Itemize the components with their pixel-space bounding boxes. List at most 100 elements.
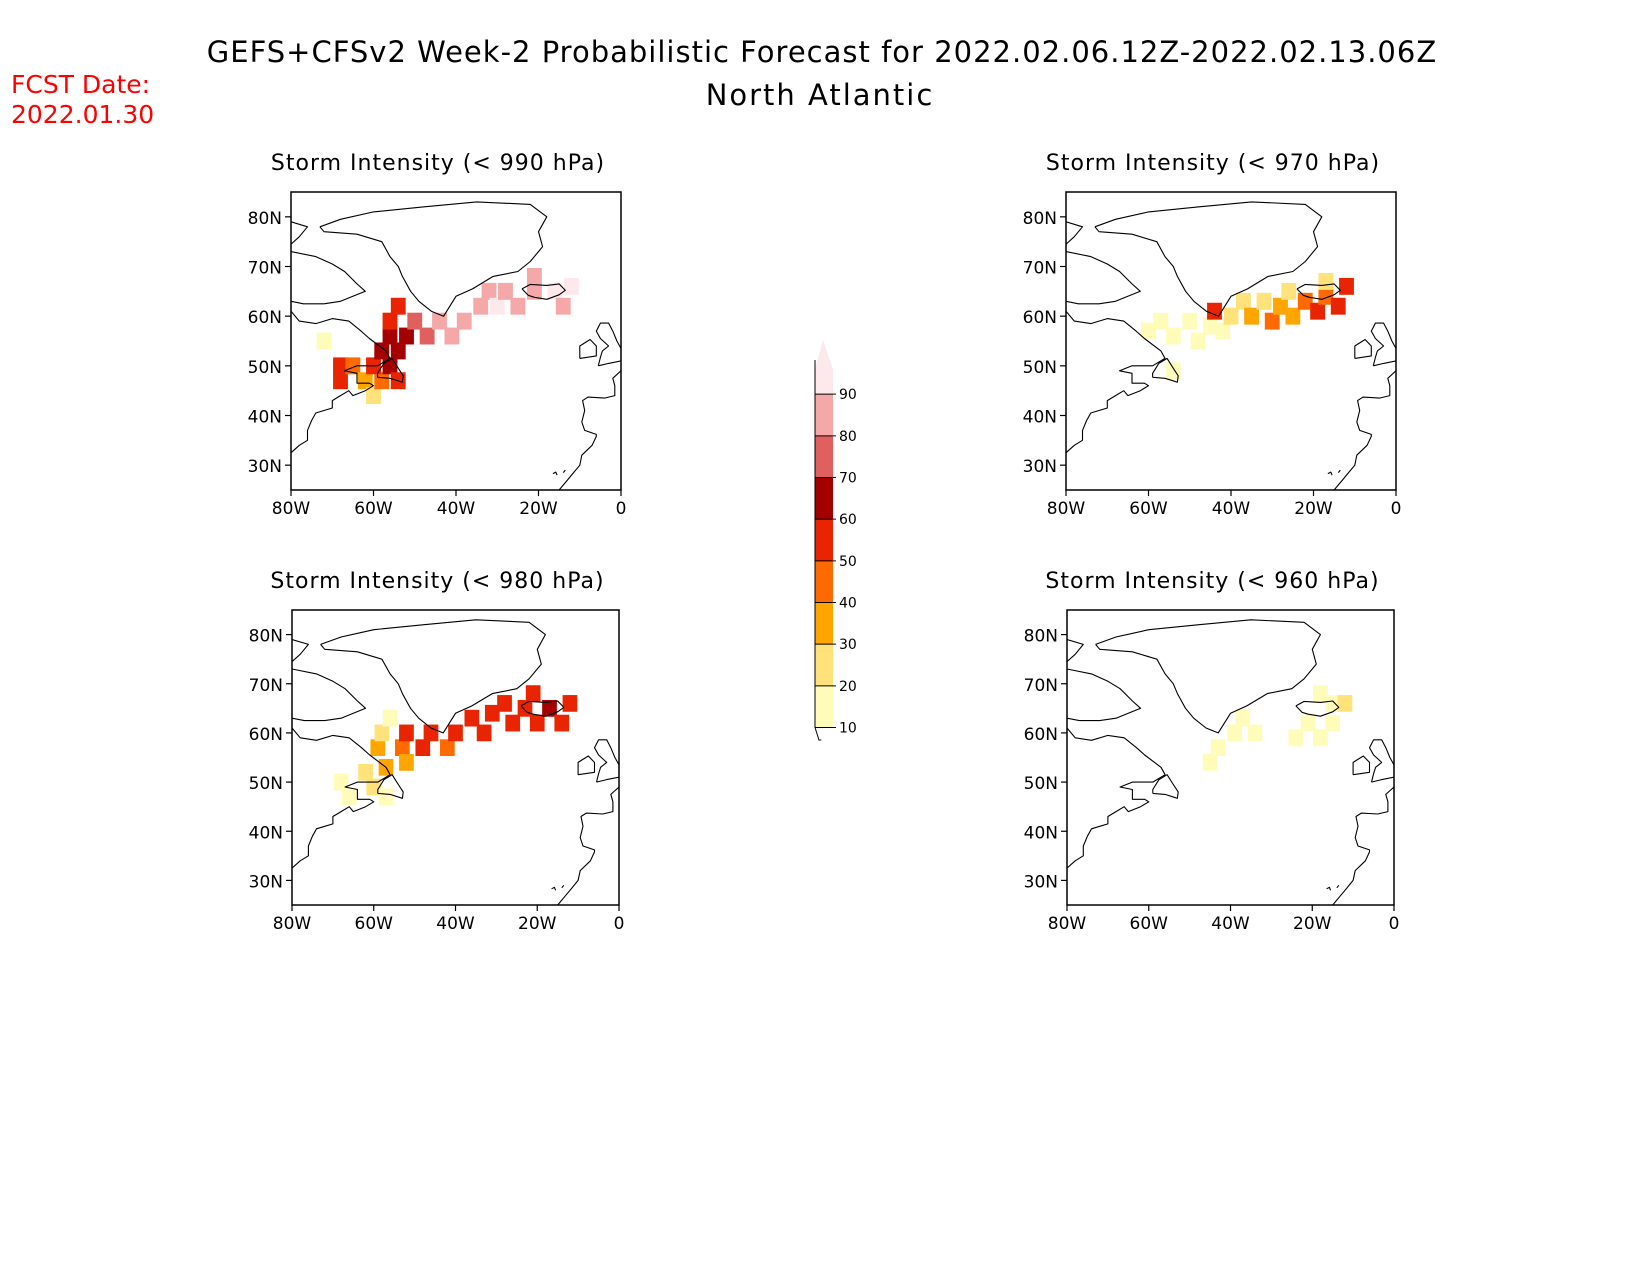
probability-cell [1227, 724, 1242, 742]
legend-swatch [815, 644, 833, 686]
legend-swatch [815, 477, 833, 520]
lon-tick-label: 40W [1211, 914, 1250, 934]
probability-cell [1339, 277, 1354, 295]
lat-tick-label: 70N [1024, 676, 1058, 696]
coastline [1370, 322, 1396, 367]
coastline [558, 370, 621, 490]
probability-cell [1244, 307, 1260, 325]
probability-cell [1337, 695, 1353, 712]
probability-cell [1223, 307, 1239, 325]
probability-cell [1202, 317, 1218, 335]
probability-cell [439, 739, 455, 757]
lon-tick-label: 80W [1048, 914, 1087, 934]
probability-cell [1313, 729, 1328, 747]
coastline [1368, 739, 1394, 783]
coastline [1326, 886, 1332, 891]
probability-cell [517, 699, 533, 717]
coastline [320, 619, 546, 734]
probability-cell [1165, 327, 1181, 345]
legend-level-label: 60 [839, 512, 857, 528]
probability-cell [370, 739, 386, 757]
map-frame [291, 609, 620, 906]
coastline [521, 283, 566, 300]
probability-cell [510, 297, 526, 315]
coastline [520, 700, 565, 717]
page-title: GEFS+CFSv2 Week-2 Probabilistic Forecast… [207, 35, 1437, 69]
probability-cell [374, 724, 390, 742]
probability-cell [382, 312, 398, 330]
coastline [561, 884, 565, 889]
coastline [1352, 755, 1371, 776]
coastline [1333, 370, 1396, 490]
probability-cell [1285, 307, 1301, 325]
coastline [562, 469, 566, 473]
lon-tick-label: 0 [614, 914, 625, 934]
probability-cell [374, 342, 390, 360]
coastline [1337, 469, 1341, 473]
probability-cell [1264, 312, 1280, 330]
coastline [1327, 471, 1333, 476]
lat-tick-label: 60N [249, 725, 283, 745]
probability-cell [1141, 322, 1156, 340]
map-frame [1065, 191, 1397, 491]
probability-cell [489, 297, 505, 315]
legend-level-label: 10 [839, 721, 857, 737]
lat-tick-label: 30N [1023, 457, 1057, 477]
coastline [291, 251, 366, 305]
probability-cell [562, 695, 578, 712]
probability-cell [1235, 292, 1251, 310]
probability-cell [1165, 362, 1181, 380]
probability-cell [1256, 292, 1272, 310]
probability-cell [382, 709, 398, 727]
map-frame [1066, 609, 1395, 906]
lon-tick-label: 60W [355, 914, 394, 934]
panel-storm-960: Storm Intensity (< 960 hPa) 80N 70N 60N 50N 4… [1024, 569, 1400, 934]
lat-tick-label: 50N [249, 774, 283, 794]
probability-cell [564, 277, 579, 295]
lon-tick-label: 0 [1391, 499, 1402, 519]
lon-tick-label: 20W [1293, 914, 1332, 934]
probability-cell [1281, 282, 1297, 300]
probability-cell [1273, 297, 1288, 315]
probability-cell [554, 714, 570, 732]
probability-cell [1190, 332, 1206, 350]
probability-cell [341, 788, 357, 806]
coastline [1066, 251, 1141, 305]
coastline [1067, 638, 1084, 663]
probability-cell [390, 297, 406, 315]
probability-cell [1318, 287, 1334, 305]
probability-cell [505, 714, 521, 732]
probability-cell [399, 327, 414, 345]
panel-title: Storm Intensity (< 960 hPa) [1045, 569, 1379, 594]
coastline [1066, 310, 1166, 454]
probability-cell [316, 332, 332, 350]
probability-cell [366, 387, 381, 405]
coastline [1152, 357, 1179, 383]
probability-cell [1288, 729, 1304, 747]
legend-level-label: 90 [839, 387, 857, 403]
probability-cell [444, 327, 460, 345]
probability-cell [333, 357, 348, 375]
probability-cell [555, 297, 571, 315]
probability-cell [1318, 272, 1334, 290]
probability-cell [374, 372, 390, 390]
probability-cell [390, 342, 406, 360]
probability-cell [1325, 714, 1341, 732]
probability-cell [473, 297, 489, 315]
color-legend: 10 20 30 40 50 60 70 80 90 [814, 340, 857, 741]
coastline [551, 886, 557, 891]
probability-cell [399, 724, 414, 742]
legend-level-label: 20 [839, 679, 857, 695]
probability-cell [432, 312, 447, 330]
probability-cell [1207, 302, 1222, 320]
coastline [552, 471, 558, 476]
lat-tick-label: 70N [249, 676, 283, 696]
lat-tick-label: 50N [1023, 358, 1057, 378]
legend-swatch [815, 685, 833, 728]
probability-cell [333, 773, 349, 791]
lon-tick-label: 40W [436, 914, 475, 934]
probability-cell [345, 357, 361, 375]
probability-cell [382, 327, 398, 345]
coastline [1067, 668, 1142, 722]
probability-cell [415, 739, 431, 757]
